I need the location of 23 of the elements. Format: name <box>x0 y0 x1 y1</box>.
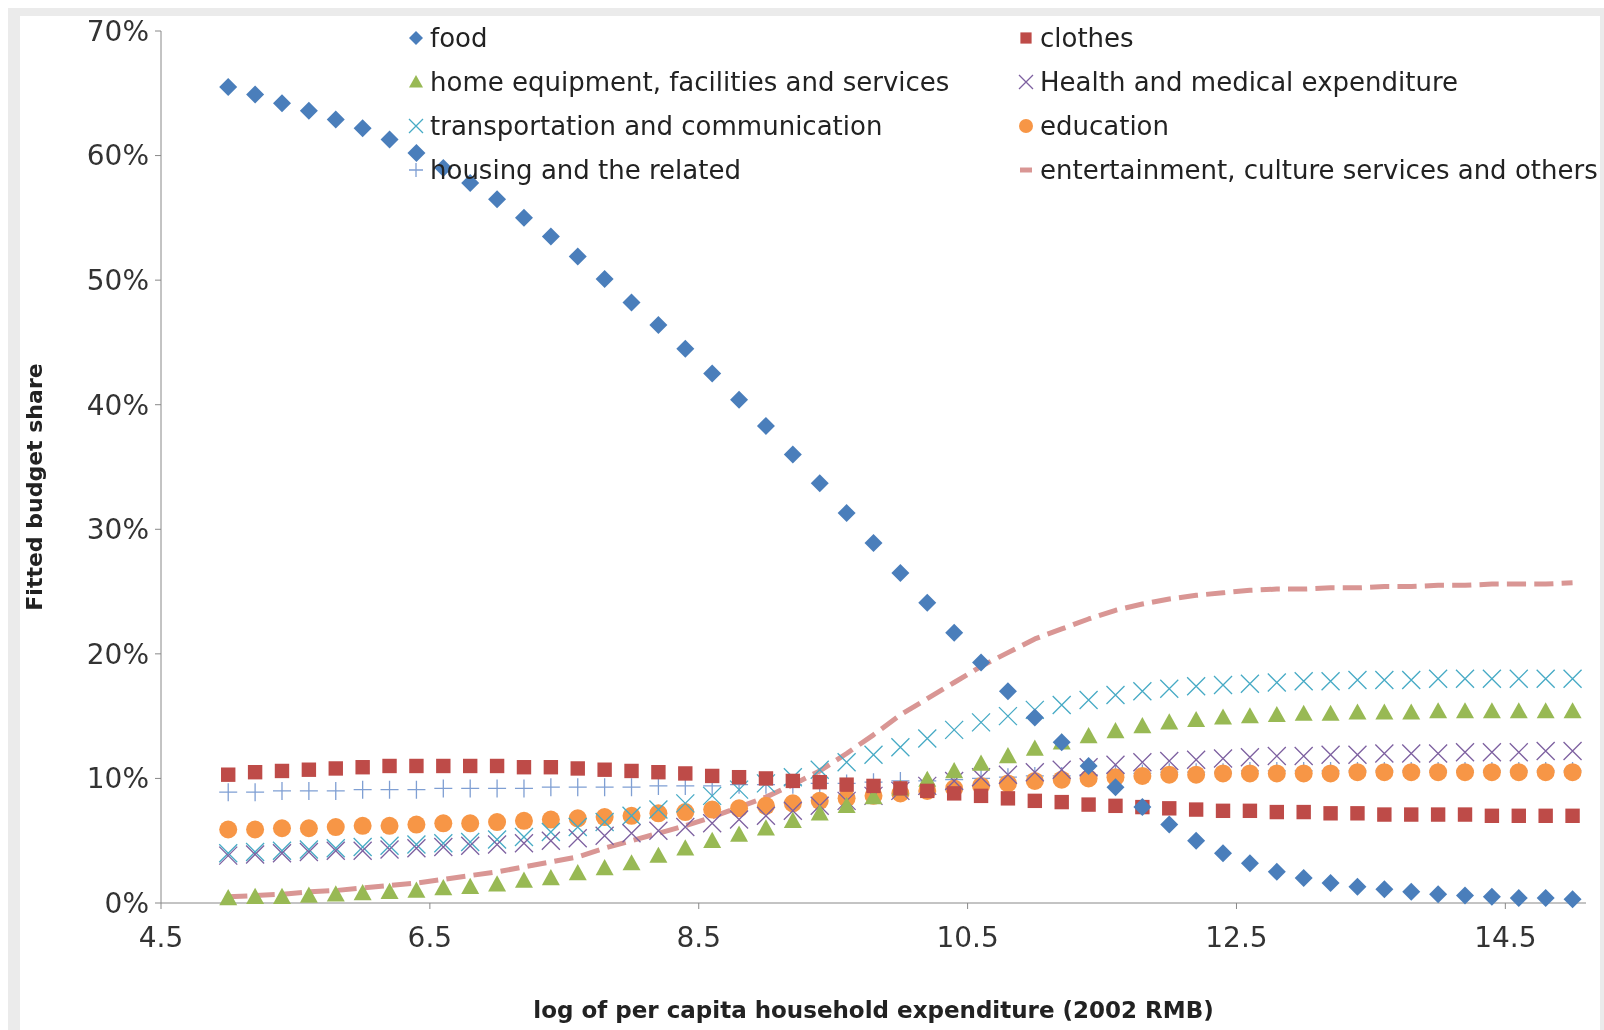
y-tick-label: 40% <box>86 388 149 422</box>
y-tick-label: 50% <box>86 263 149 297</box>
legend-label: clothes <box>1040 23 1134 54</box>
legend-label: Health and medical expenditure <box>1040 67 1459 98</box>
x-tick-label: 8.5 <box>676 921 721 954</box>
y-tick-label: 70% <box>86 14 149 48</box>
x-tick-label: 10.5 <box>936 921 999 954</box>
legend-label: home equipment, facilities and services <box>430 67 950 98</box>
y-tick-label: 0% <box>104 886 149 920</box>
y-tick-label: 20% <box>86 637 149 671</box>
y-tick-label: 60% <box>86 139 149 173</box>
legend-label: entertainment, culture services and others <box>1040 155 1598 186</box>
legend-label: education <box>1040 111 1170 142</box>
x-tick-label: 14.5 <box>1474 921 1537 954</box>
y-axis-title: Fitted budget share <box>22 363 47 611</box>
x-tick-label: 4.5 <box>138 921 184 954</box>
x-tick-label: 6.5 <box>407 921 453 954</box>
y-tick-label: 30% <box>86 513 149 547</box>
legend-label: food <box>430 23 488 54</box>
x-tick-label: 12.5 <box>1205 921 1268 954</box>
y-tick-label: 10% <box>86 762 149 796</box>
legend-label: transportation and communication <box>430 111 883 142</box>
x-axis-title: log of per capita household expenditure (2002 RMB) <box>533 997 1214 1023</box>
